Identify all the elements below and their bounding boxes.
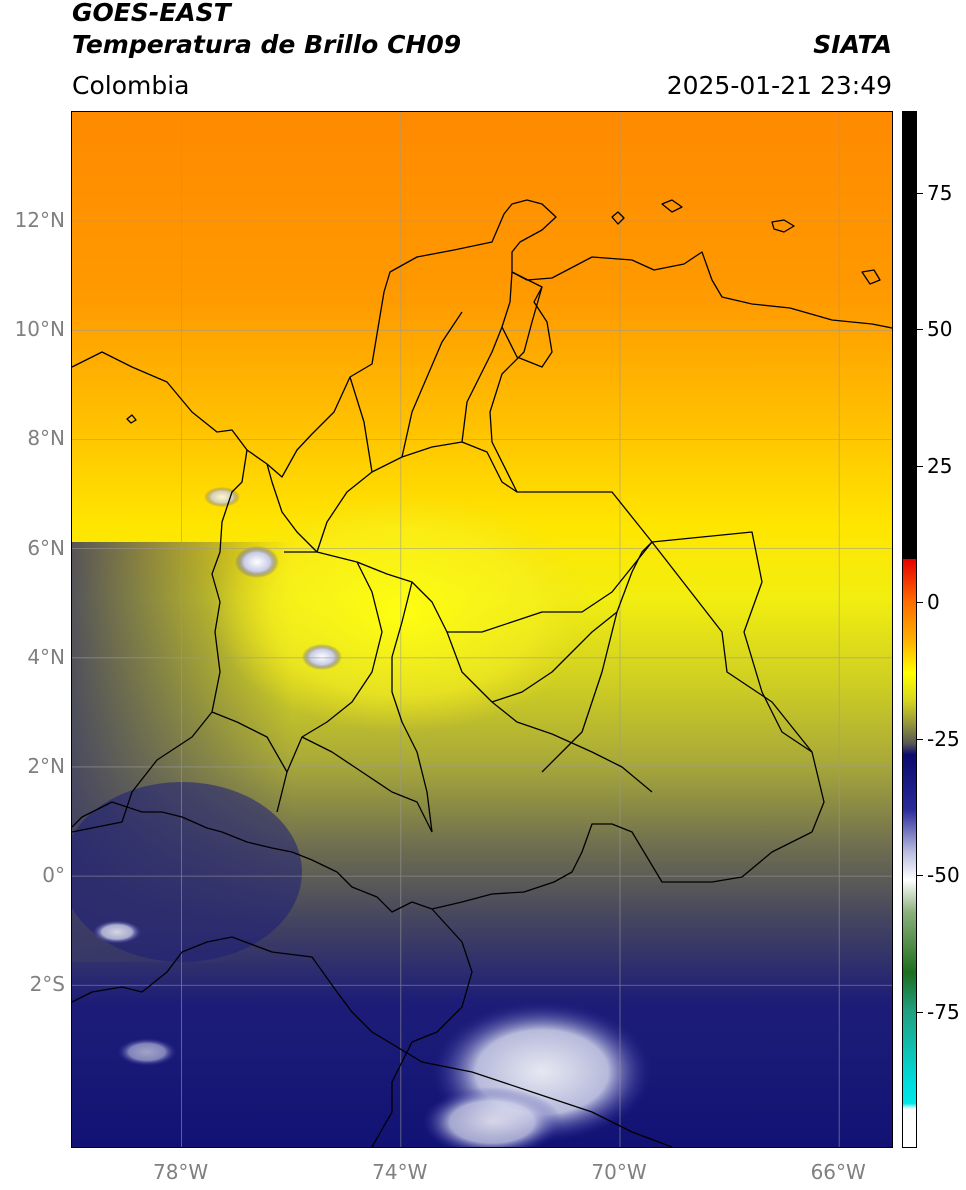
dept-border-4 [391, 581, 433, 833]
colorbar-swatch [903, 112, 916, 1147]
product-subtitle: Temperatura de Brillo CH09 [72, 30, 462, 59]
dept-border-1 [284, 551, 653, 793]
margarita-island [771, 219, 795, 233]
dept-border-5 [447, 541, 653, 633]
colorbar-tick-label: 50 [927, 317, 953, 342]
lon-tick-label: 78°W [152, 1160, 209, 1184]
lat-tick-label: 8°N [27, 426, 65, 451]
dept-border-7 [349, 311, 503, 473]
colorbar-tick-label: 0 [927, 590, 940, 615]
map-canvas [72, 112, 892, 1147]
dept-border-10 [211, 711, 288, 773]
colorbar-tick-mark [917, 875, 923, 877]
venezuela-brazil-border [651, 541, 813, 753]
colorbar-tick-mark [917, 465, 923, 467]
dept-border-3 [276, 561, 383, 813]
colombia-peru-border [72, 801, 338, 873]
colorbar-tick-mark [917, 192, 923, 194]
dept-border-6 [491, 611, 618, 703]
orinoco-river [541, 541, 653, 773]
san-andres-island [126, 414, 137, 424]
colorbar-tick-label: 75 [927, 180, 953, 205]
lat-tick-label: 10°N [14, 317, 65, 342]
timestamp-label: 2025-01-21 23:49 [666, 71, 892, 100]
trinidad-island [861, 269, 881, 285]
colorbar-tick-mark [917, 329, 923, 331]
product-title: GOES-EAST [72, 0, 231, 27]
lat-tick-label: 2°N [27, 753, 65, 778]
lon-tick-label: 70°W [591, 1160, 647, 1184]
amazon-cold-cloud-2 [422, 1087, 562, 1147]
lon-tick-label: 74°W [372, 1160, 428, 1184]
region-label: Colombia [72, 71, 190, 100]
colorbar-tick-mark [917, 602, 923, 604]
colorbar-tick-label: -75 [927, 999, 960, 1024]
brand-label: SIATA [813, 30, 892, 59]
colorbar-tick-mark [917, 1011, 923, 1013]
dept-border-2 [316, 441, 518, 553]
curacao-island [661, 199, 683, 213]
map-panel [71, 111, 893, 1148]
lat-lon-gridlines [72, 112, 892, 1147]
convective-cell-5 [117, 1038, 177, 1066]
lat-tick-label: 12°N [14, 208, 65, 233]
coastlines-and-borders [72, 199, 892, 1147]
pacific-coastline [72, 449, 248, 833]
colombia-brazil-border [336, 823, 813, 913]
southwest-cold-cloud [72, 782, 302, 962]
colorbar-tick-mark [917, 738, 923, 740]
convective-cell-2 [302, 644, 342, 670]
convective-cell-1 [235, 546, 279, 578]
lat-tick-label: 6°N [27, 535, 65, 560]
colorbar-tick-label: -25 [927, 726, 960, 751]
aruba-island [611, 211, 625, 225]
colorbar-tick-label: -50 [927, 863, 960, 888]
colorbar [902, 111, 917, 1148]
lon-tick-label: 66°W [810, 1160, 866, 1184]
dept-border-8 [266, 463, 318, 553]
dept-border-9 [301, 736, 433, 833]
lat-tick-label: 2°S [29, 972, 65, 997]
convective-cell-3 [204, 487, 240, 507]
ecuador-peru-border [72, 936, 673, 1147]
lat-tick-label: 4°N [27, 644, 65, 669]
convective-cell-4 [92, 920, 142, 944]
lat-tick-label: 0° [42, 863, 65, 888]
colorbar-tick-label: 25 [927, 453, 953, 478]
colombia-venezuela-border [489, 271, 825, 833]
gulf-of-venezuela [501, 271, 553, 368]
warm-core [212, 492, 592, 732]
peru-brazil-border [371, 908, 473, 1147]
